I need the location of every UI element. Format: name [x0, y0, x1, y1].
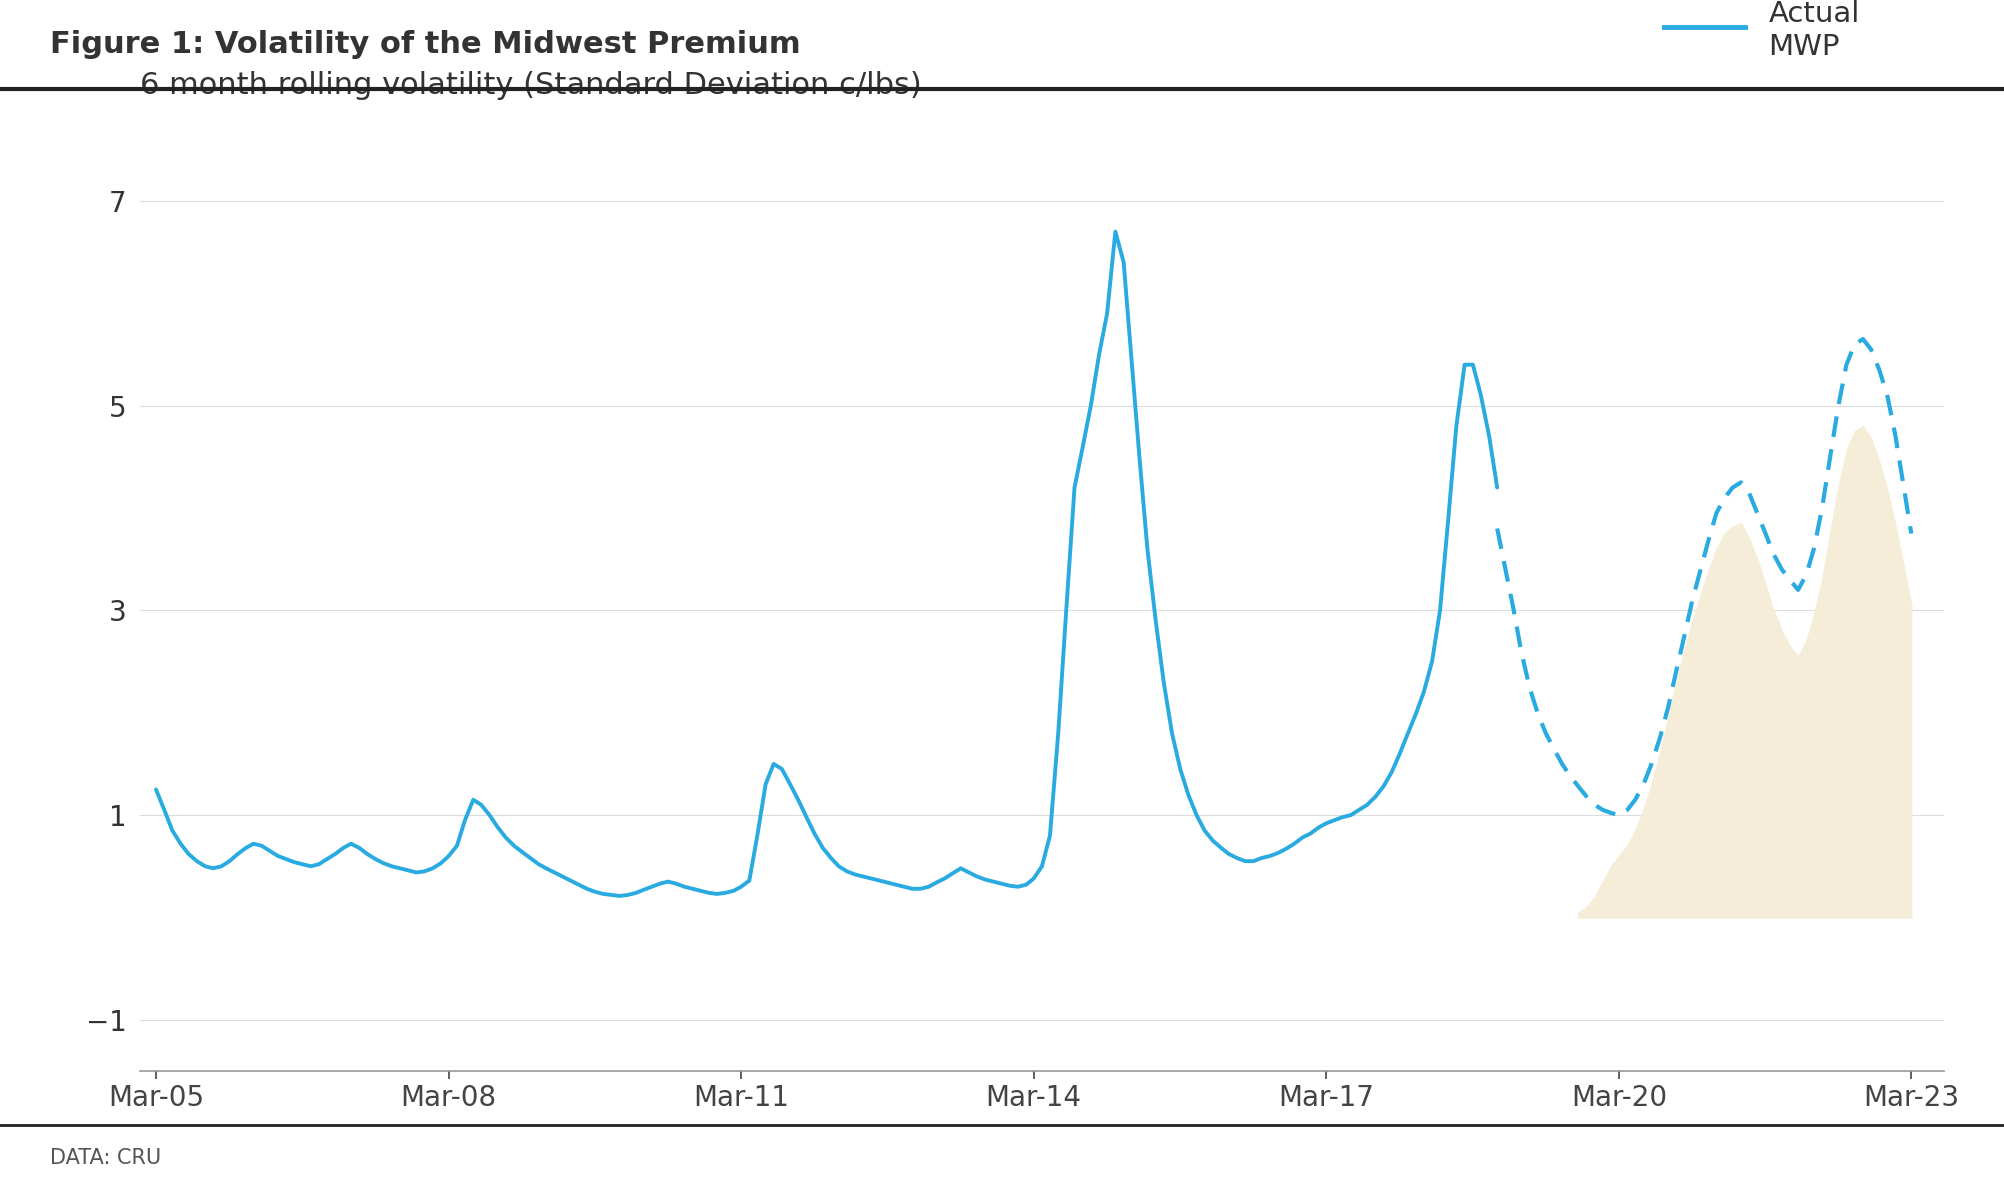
- Text: DATA: CRU: DATA: CRU: [50, 1148, 162, 1169]
- Legend: 232 Effect, Actual
MWP: 232 Effect, Actual MWP: [1651, 0, 1930, 73]
- Text: 6 month rolling volatility (Standard Deviation c/lbs): 6 month rolling volatility (Standard Dev…: [140, 71, 922, 100]
- Text: Figure 1: Volatility of the Midwest Premium: Figure 1: Volatility of the Midwest Prem…: [50, 30, 802, 58]
